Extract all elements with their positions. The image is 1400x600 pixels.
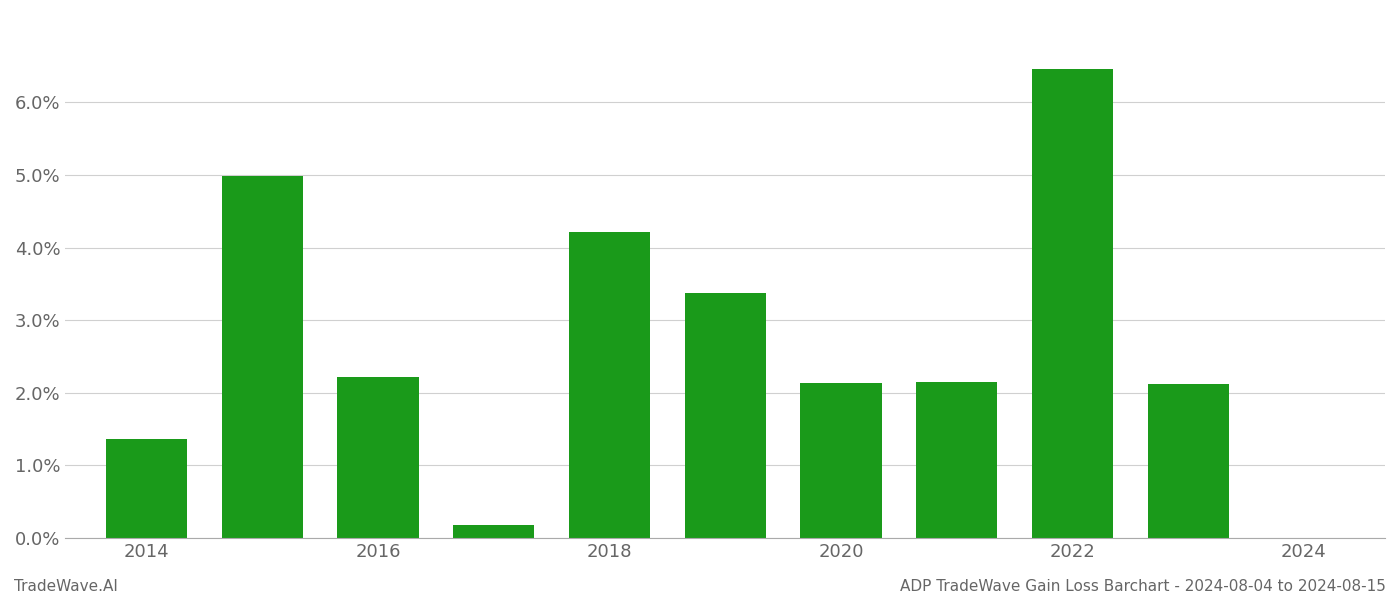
- Bar: [685, 293, 766, 538]
- Bar: [916, 382, 997, 538]
- Bar: [454, 525, 535, 538]
- Text: TradeWave.AI: TradeWave.AI: [14, 579, 118, 594]
- Text: ADP TradeWave Gain Loss Barchart - 2024-08-04 to 2024-08-15: ADP TradeWave Gain Loss Barchart - 2024-…: [900, 579, 1386, 594]
- Bar: [1032, 70, 1113, 538]
- Bar: [221, 176, 302, 538]
- Bar: [568, 232, 650, 538]
- Bar: [801, 383, 882, 538]
- Bar: [1148, 384, 1229, 538]
- Bar: [337, 377, 419, 538]
- Bar: [106, 439, 188, 538]
